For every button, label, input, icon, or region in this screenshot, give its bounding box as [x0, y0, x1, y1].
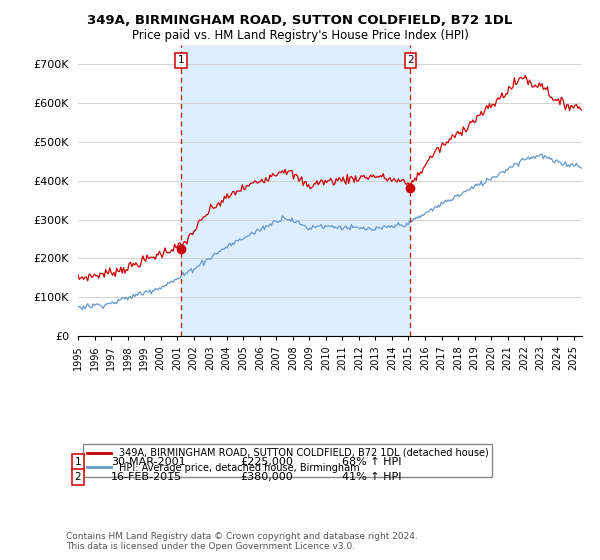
- Text: Contains HM Land Registry data © Crown copyright and database right 2024.
This d: Contains HM Land Registry data © Crown c…: [66, 532, 418, 552]
- Text: 41% ↑ HPI: 41% ↑ HPI: [342, 472, 401, 482]
- Text: 2: 2: [74, 472, 82, 482]
- Text: 2: 2: [407, 55, 414, 66]
- Text: 1: 1: [74, 457, 82, 467]
- Text: £380,000: £380,000: [240, 472, 293, 482]
- Bar: [181, 45, 410, 336]
- Text: Price paid vs. HM Land Registry's House Price Index (HPI): Price paid vs. HM Land Registry's House …: [131, 29, 469, 42]
- Text: 30-MAR-2001: 30-MAR-2001: [111, 457, 185, 467]
- Text: 349A, BIRMINGHAM ROAD, SUTTON COLDFIELD, B72 1DL: 349A, BIRMINGHAM ROAD, SUTTON COLDFIELD,…: [88, 14, 512, 27]
- Text: 16-FEB-2015: 16-FEB-2015: [111, 472, 182, 482]
- Text: £225,000: £225,000: [240, 457, 293, 467]
- Text: 1: 1: [178, 55, 184, 66]
- Legend: 349A, BIRMINGHAM ROAD, SUTTON COLDFIELD, B72 1DL (detached house), HPI: Average : 349A, BIRMINGHAM ROAD, SUTTON COLDFIELD,…: [83, 444, 493, 477]
- Text: 68% ↑ HPI: 68% ↑ HPI: [342, 457, 401, 467]
